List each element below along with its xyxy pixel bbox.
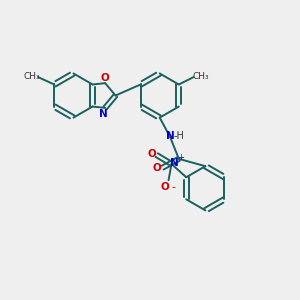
Text: O: O <box>100 73 109 83</box>
Text: O: O <box>153 163 162 173</box>
Text: O: O <box>160 182 169 192</box>
Text: -H: -H <box>173 131 184 141</box>
Text: N: N <box>170 158 179 167</box>
Text: -: - <box>172 182 176 192</box>
Text: N: N <box>166 131 174 141</box>
Text: CH₃: CH₃ <box>193 72 209 81</box>
Text: O: O <box>147 149 156 159</box>
Text: N: N <box>99 109 108 119</box>
Text: CH₃: CH₃ <box>23 72 40 81</box>
Text: +: + <box>178 153 184 162</box>
